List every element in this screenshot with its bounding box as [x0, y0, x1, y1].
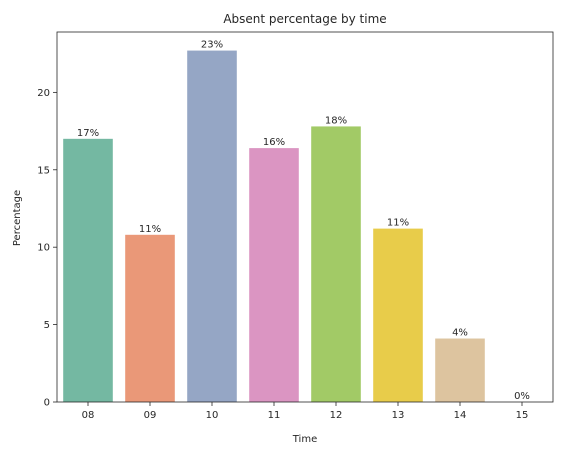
data-label-15: 0% [514, 391, 530, 402]
y-tick-label-0: 0 [44, 398, 50, 409]
bar-14 [435, 338, 485, 402]
y-tick-label-10: 10 [37, 243, 50, 254]
data-label-11: 16% [263, 137, 285, 148]
bar-13 [373, 228, 423, 402]
plot-frame [56, 31, 554, 403]
data-label-13: 11% [387, 218, 409, 229]
y-axis-label: Percentage [12, 190, 23, 246]
y-tick-label-20: 20 [37, 88, 50, 99]
bar-09 [125, 234, 175, 402]
x-tick-label-09: 09 [144, 410, 157, 421]
data-label-09: 11% [139, 224, 161, 235]
x-tick-label-11: 11 [268, 410, 281, 421]
bar-11 [249, 148, 299, 402]
x-tick-label-15: 15 [516, 410, 529, 421]
x-tick-label-10: 10 [206, 410, 219, 421]
x-tick-label-08: 08 [82, 410, 95, 421]
bar-08 [63, 138, 113, 403]
bar-10 [187, 50, 237, 403]
x-tick-label-14: 14 [454, 410, 467, 421]
x-axis-label: Time [292, 434, 317, 445]
bar-12 [311, 126, 361, 402]
data-label-12: 18% [325, 115, 347, 126]
x-tick-label-12: 12 [330, 410, 343, 421]
plot-area: 17% 08 11% 09 23% 10 16% 11 18% 12 11% 13 4% 14 0% 15 0 5… [37, 31, 554, 421]
data-label-08: 17% [77, 128, 99, 139]
chart-title: Absent percentage by time [223, 12, 386, 26]
data-label-10: 23% [201, 40, 223, 51]
data-label-14: 4% [452, 328, 468, 339]
y-tick-label-5: 5 [44, 320, 50, 331]
x-tick-label-13: 13 [392, 410, 405, 421]
y-tick-label-15: 15 [37, 165, 50, 176]
